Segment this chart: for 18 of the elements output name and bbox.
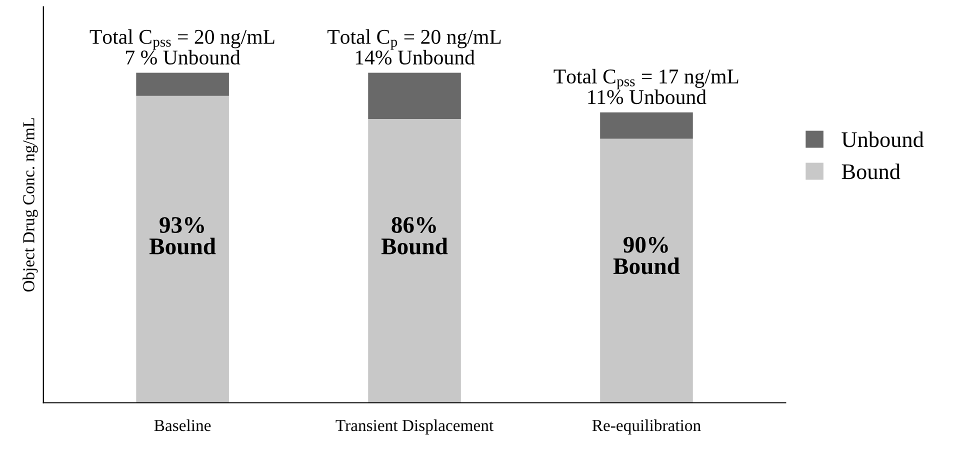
annotation: 93% Bound [149, 217, 216, 254]
annotation: Total C$_{pss}$ = 20 ng/mL 7 % Unbound [90, 29, 274, 65]
annotation: Total C$_{pss}$ = 17 ng/mL 11% Unbound [554, 68, 738, 104]
annotation: Total C$_{p}$ = 20 ng/mL 14% Unbound [328, 29, 501, 65]
bar [368, 72, 461, 119]
legend-label: Bound [842, 164, 900, 180]
x-tick-label: Baseline [154, 419, 211, 432]
x-tick-label: Re-equilibration [592, 419, 701, 435]
bar [136, 72, 229, 96]
bar [600, 138, 693, 403]
legend-label: Unbound [842, 132, 924, 148]
y-axis-title: Object Drug Conc. ng/mL [22, 118, 38, 292]
bar [600, 112, 693, 139]
bar [368, 118, 461, 403]
bar [136, 96, 229, 403]
annotation: 90% Bound [613, 236, 680, 274]
annotation: 86% Bound [381, 217, 448, 254]
x-tick-label: Transient Displacement [336, 419, 494, 435]
